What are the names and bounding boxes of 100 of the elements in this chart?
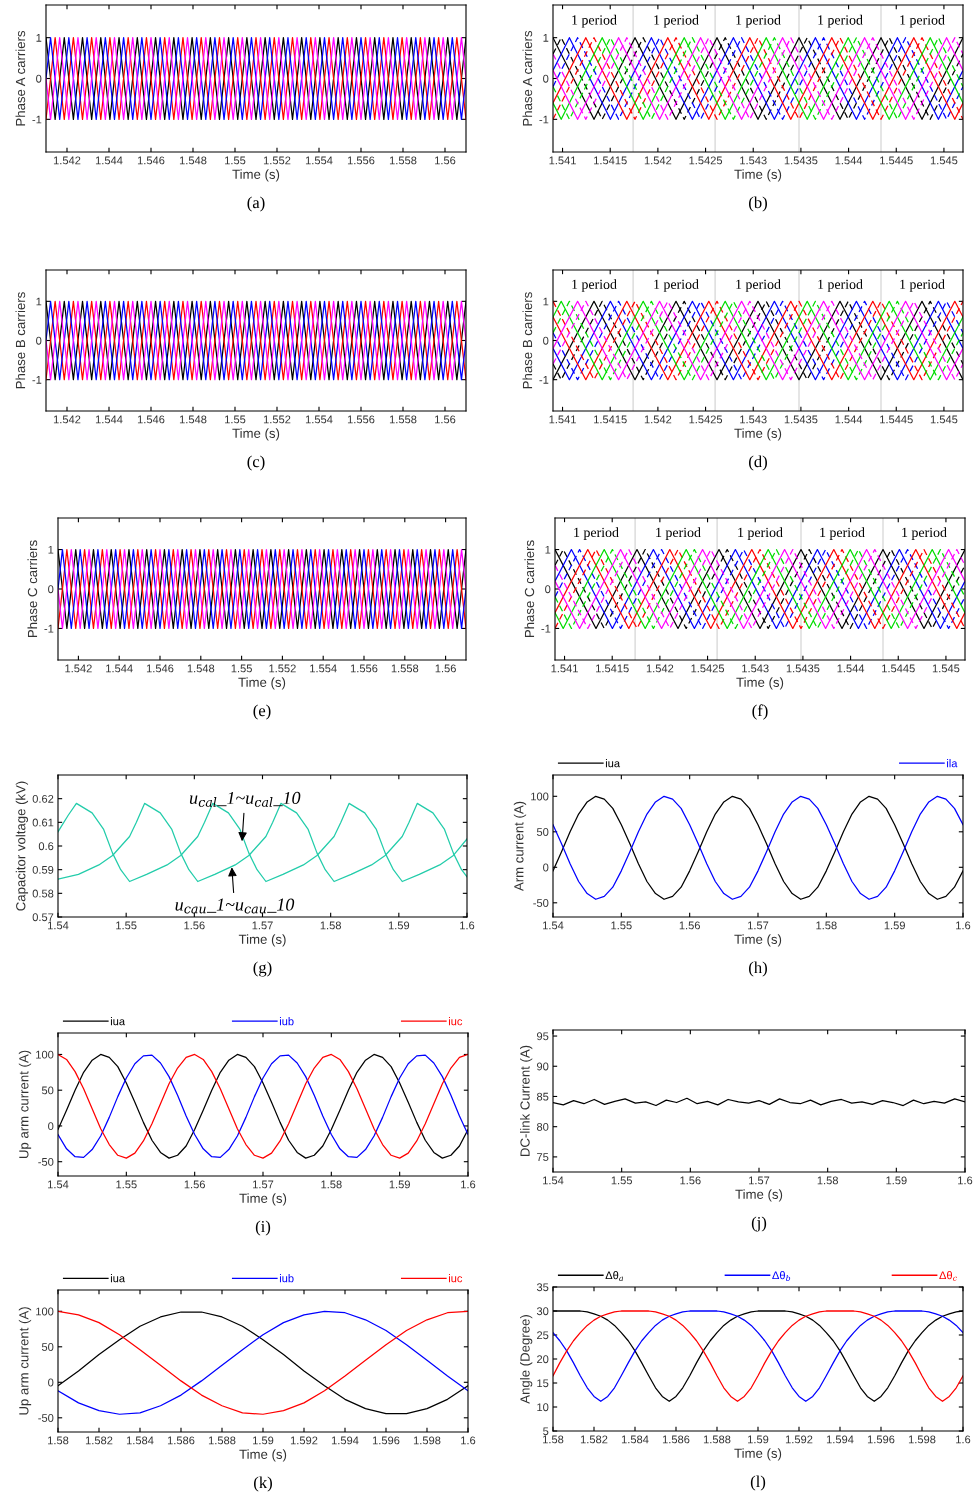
legend-label: iua bbox=[110, 1017, 126, 1026]
x-tick-label: 1.546 bbox=[137, 415, 165, 424]
y-axis-title: Up arm current (A) bbox=[18, 1050, 32, 1159]
x-tick-label: 1.586 bbox=[167, 1436, 195, 1445]
x-tick-label: 1.542 bbox=[644, 415, 672, 424]
legend-label: Δθ$_{a}$ bbox=[605, 1271, 624, 1281]
y-tick-label: 0 bbox=[543, 863, 549, 872]
y-tick-label: 50 bbox=[41, 1086, 54, 1095]
y-axis-title: Phase A carriers bbox=[522, 30, 533, 126]
annotation: 1 period bbox=[818, 14, 863, 28]
text: (h) bbox=[749, 961, 767, 977]
x-tick-label: 1.554 bbox=[310, 664, 337, 673]
y-axis-title: Phase B carriers bbox=[15, 292, 26, 389]
y-tick-label: 1 bbox=[36, 34, 42, 42]
y-axis-title: Capacitor voltage (kV) bbox=[15, 781, 29, 911]
x-tick-label: 1.55 bbox=[225, 415, 246, 424]
legend-label: Δθ$_{b}$ bbox=[772, 1271, 791, 1281]
x-tick-label: 1.582 bbox=[85, 1436, 113, 1445]
x-axis-title: Time (s) bbox=[734, 934, 782, 947]
x-tick-label: 1.56 bbox=[680, 1176, 701, 1185]
y-tick-label: -1 bbox=[539, 376, 549, 384]
annotation: 1 period bbox=[572, 279, 617, 292]
x-tick-label: 1.55 bbox=[225, 156, 246, 165]
y-tick-label: 35 bbox=[536, 1283, 549, 1292]
x-tick-label: 1.6 bbox=[956, 1435, 971, 1444]
legend-label: ila bbox=[947, 759, 958, 768]
annotation: 1 period bbox=[736, 14, 781, 28]
x-axis-title: Time (s) bbox=[734, 428, 782, 441]
annotation: 1 period bbox=[902, 527, 947, 540]
x-tick-label: 1.558 bbox=[391, 664, 419, 673]
y-tick-label: -1 bbox=[44, 624, 54, 633]
y-tick-label: 50 bbox=[536, 828, 549, 836]
x-tick-label: 1.58 bbox=[321, 1180, 342, 1189]
x-tick-label: 1.584 bbox=[126, 1436, 154, 1445]
x-tick-label: 1.542 bbox=[53, 156, 81, 165]
legend-label: Δθ$_{c}$ bbox=[939, 1271, 957, 1281]
x-tick-label: 1.541 bbox=[551, 664, 578, 673]
annotation: 1 period bbox=[736, 279, 781, 292]
y-tick-label: 0.57 bbox=[32, 913, 54, 922]
y-tick-label: 0 bbox=[48, 1122, 54, 1131]
x-tick-label: 1.6 bbox=[461, 1180, 476, 1189]
y-axis-title: Phase A carriers bbox=[15, 30, 26, 126]
x-tick-label: 1.594 bbox=[826, 1435, 854, 1444]
y-tick-label: 95 bbox=[537, 1032, 549, 1041]
x-tick-label: 1.544 bbox=[835, 415, 863, 424]
y-tick-label: 0.62 bbox=[32, 794, 54, 803]
x-tick-label: 1.544 bbox=[835, 156, 863, 165]
x-tick-label: 1.552 bbox=[263, 156, 291, 165]
y-tick-label: -50 bbox=[38, 1414, 54, 1422]
x-tick-label: 1.596 bbox=[372, 1436, 400, 1445]
legend-label: iub bbox=[279, 1274, 294, 1283]
y-tick-label: 85 bbox=[536, 1092, 549, 1101]
x-tick-label: 1.586 bbox=[662, 1435, 690, 1444]
x-tick-label: 1.542 bbox=[65, 664, 92, 673]
x-tick-label: 1.5415 bbox=[596, 664, 629, 673]
x-tick-label: 1.55 bbox=[611, 921, 632, 930]
x-tick-label: 1.554 bbox=[305, 156, 333, 165]
x-tick-label: 1.552 bbox=[263, 415, 291, 424]
y-tick-label: -50 bbox=[533, 899, 549, 907]
y-tick-label: -50 bbox=[38, 1157, 54, 1166]
x-tick-label: 1.584 bbox=[621, 1435, 649, 1444]
x-tick-label: 1.541 bbox=[549, 415, 576, 424]
annotation: 1 period bbox=[656, 527, 701, 540]
y-axis-title: Up arm current (A) bbox=[18, 1307, 32, 1415]
annotation: 1 period bbox=[738, 527, 783, 540]
x-tick-label: 1.592 bbox=[290, 1436, 318, 1445]
text: (j) bbox=[751, 1216, 767, 1232]
annotation: 1 period bbox=[654, 14, 699, 28]
x-tick-label: 1.56 bbox=[679, 921, 700, 930]
x-tick-label: 1.548 bbox=[179, 415, 207, 424]
y-tick-label: 100 bbox=[36, 1050, 54, 1059]
y-tick-label: 50 bbox=[41, 1343, 54, 1351]
annotation: 1 period bbox=[900, 279, 945, 292]
legend-label: iuc bbox=[448, 1274, 463, 1283]
legend-label: iuc bbox=[448, 1017, 463, 1026]
x-tick-label: 1.55 bbox=[116, 921, 137, 930]
y-axis-title: Arm current (A) bbox=[513, 801, 527, 892]
x-tick-label: 1.545 bbox=[930, 156, 958, 165]
x-axis-title: Time (s) bbox=[238, 934, 286, 947]
x-tick-label: 1.541 bbox=[549, 156, 576, 165]
x-tick-label: 1.548 bbox=[179, 156, 207, 165]
x-tick-label: 1.5425 bbox=[689, 156, 723, 165]
x-tick-label: 1.59 bbox=[389, 1180, 410, 1189]
x-tick-label: 1.54 bbox=[543, 1176, 564, 1185]
x-tick-label: 1.588 bbox=[703, 1435, 731, 1444]
y-tick-label: 25 bbox=[537, 1331, 549, 1340]
x-tick-label: 1.56 bbox=[184, 1180, 205, 1189]
x-tick-label: 1.58 bbox=[543, 1435, 564, 1444]
y-tick-label: 0 bbox=[48, 585, 54, 594]
y-axis-title: DC-link Current (A) bbox=[520, 1045, 533, 1156]
x-tick-label: 1.556 bbox=[347, 415, 375, 424]
x-tick-label: 1.548 bbox=[187, 664, 215, 673]
x-axis-title: Time (s) bbox=[734, 169, 782, 182]
y-tick-label: 0 bbox=[545, 585, 551, 594]
y-axis-title: Angle (Degree) bbox=[520, 1315, 533, 1404]
x-tick-label: 1.558 bbox=[389, 415, 417, 424]
annotation: u$_{cau}$_1~u$_{cau}$_10 bbox=[175, 898, 295, 914]
x-axis-title: Time (s) bbox=[735, 1189, 783, 1202]
y-tick-label: -1 bbox=[539, 115, 549, 124]
text: (b) bbox=[749, 196, 767, 212]
